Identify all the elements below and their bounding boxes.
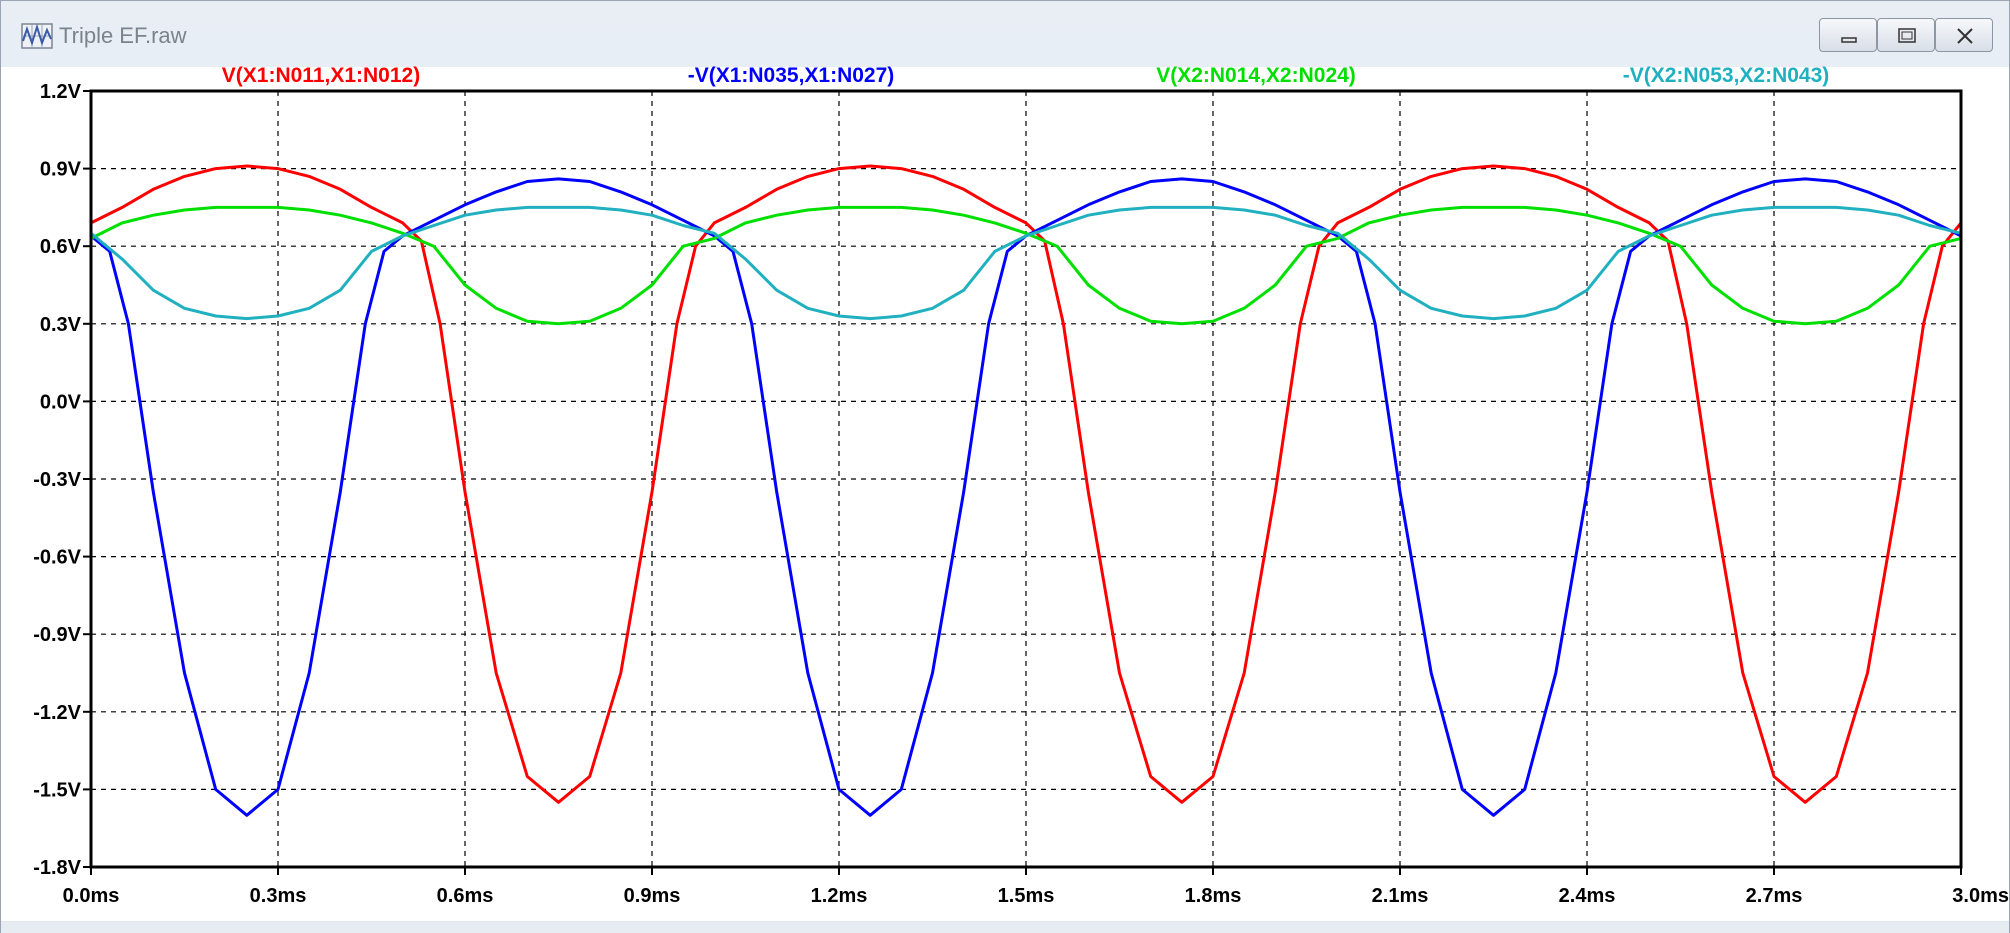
trace-line-4[interactable] [90,205,1962,321]
y-tick-label: 1.2V [40,81,82,103]
plot-grid [91,91,1961,867]
trace-label-3[interactable]: V(X2:N014,X2:N024) [1156,64,1356,87]
y-tick-label: 0.6V [40,236,82,258]
x-tick-label: 1.8ms [1185,885,1242,907]
x-tick-label: 2.1ms [1372,885,1429,907]
x-tick-label: 2.7ms [1746,885,1803,907]
y-tick-label: -1.2V [33,702,81,724]
trace-label-4[interactable]: -V(X2:N053,X2:N043) [1623,64,1830,87]
y-tick-label: -0.6V [33,547,81,569]
title-bar[interactable]: Triple EF.raw [1,1,2009,71]
y-tick-label: -0.9V [33,624,81,646]
x-tick-label: 3.0ms [1952,885,2009,907]
minimize-icon [1841,37,1857,43]
minimize-button[interactable] [1819,18,1877,52]
y-tick-label: 0.0V [40,391,82,413]
window-bottom-edge [1,922,2009,933]
y-tick-label: 0.9V [40,159,82,181]
maximize-button[interactable] [1877,18,1935,52]
waveform-app-icon [21,23,53,49]
close-icon [1957,28,1973,44]
trace-line-3[interactable] [90,205,1962,326]
y-tick-label: 0.3V [40,314,82,336]
x-tick-label: 0.0ms [63,885,120,907]
x-axis-tick-labels: 0.0ms 0.3ms 0.6ms 0.9ms 1.2ms 1.5ms 1.8ms 2.1ms… [63,867,2009,907]
y-axis-tick-labels: 1.2V 0.9V 0.6V 0.3V 0.0V -0.3V -0.6V -0.9V -1.2V… [33,81,91,879]
trace-line-2[interactable] [90,177,1962,817]
plot-traces [90,164,1963,817]
trace-label-1[interactable]: V(X1:N011,X1:N012) [222,64,420,87]
window-title: Triple EF.raw [59,23,187,48]
trace-legend: V(X1:N011,X1:N012) -V(X1:N035,X1:N027) V(X… [222,64,1830,87]
y-tick-label: -0.3V [33,469,81,491]
maximize-icon [1898,28,1916,43]
x-tick-label: 0.9ms [624,885,681,907]
y-tick-label: -1.5V [33,779,81,801]
plot-background [1,67,2009,921]
x-tick-label: 0.6ms [437,885,494,907]
x-tick-label: 0.3ms [250,885,307,907]
x-tick-label: 1.2ms [811,885,868,907]
x-tick-label: 1.5ms [998,885,1055,907]
close-button[interactable] [1935,18,1993,52]
y-tick-label: -1.8V [33,857,81,879]
trace-label-2[interactable]: -V(X1:N035,X1:N027) [688,64,895,87]
x-tick-label: 2.4ms [1559,885,1616,907]
